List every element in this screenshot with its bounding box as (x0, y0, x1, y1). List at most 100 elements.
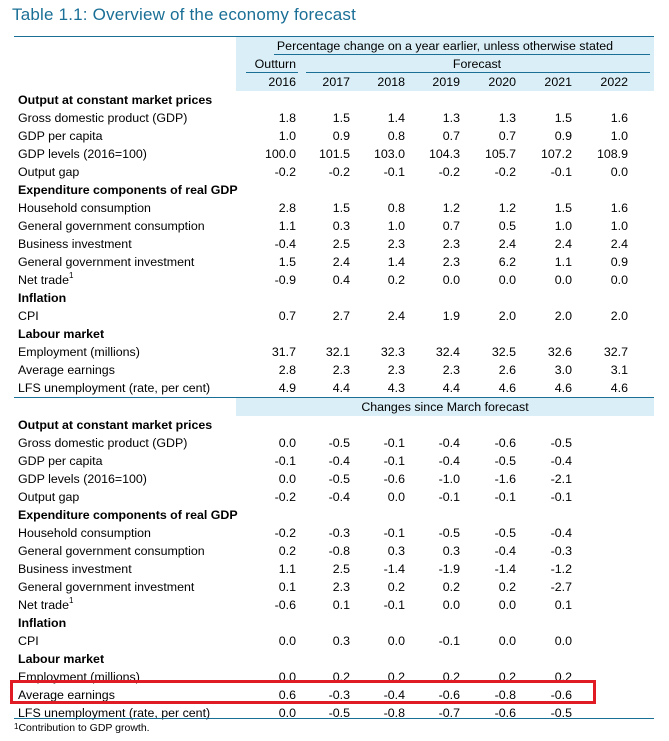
cell-2016: 100.0 (264, 147, 296, 161)
table-row: Net trade1 -0.9 0.4 0.2 0.0 0.0 0.0 0.0 (14, 271, 654, 289)
footnote-text: Contribution to GDP growth. (18, 722, 150, 734)
row-label-text: Labour market (18, 652, 105, 666)
footnote-marker: 1 (14, 722, 19, 731)
year-2017: 2017 (322, 75, 350, 89)
cell-2016: -0.4 (274, 237, 296, 251)
section2-title-row: Changes since March forecast (14, 397, 654, 416)
cell-2021: 4.6 (554, 381, 572, 395)
row-label-text: Gross domestic product (GDP) (18, 111, 188, 125)
outturn-underline (246, 72, 298, 73)
row-label-text: Household consumption (18, 526, 151, 540)
cell-2019: -0.5 (438, 526, 460, 540)
cell-2016: -0.9 (274, 273, 296, 287)
cell-2019: -0.6 (438, 688, 460, 702)
cell-2021: 32.6 (547, 345, 572, 359)
cell-2017: 2.3 (332, 580, 350, 594)
row-label-text: Output gap (18, 490, 80, 504)
row-label-text: GDP levels (2016=100) (18, 147, 147, 161)
row-label-text: Inflation (18, 291, 67, 305)
cell-2020: 1.3 (498, 111, 516, 125)
cell-2021: 0.0 (554, 273, 572, 287)
section-heading: Output at constant market prices (18, 91, 212, 109)
section-forecast: Output at constant market prices Gross do… (14, 91, 654, 397)
cell-2021: 1.0 (554, 219, 572, 233)
cell-2017: 0.3 (332, 219, 350, 233)
table-row: Business investment -0.4 2.5 2.3 2.3 2.4 2.4 2.… (14, 235, 654, 253)
cell-2018: 32.3 (380, 345, 405, 359)
cell-2019: -1.0 (438, 472, 460, 486)
cell-2016: 0.0 (278, 706, 296, 720)
cell-2020: -0.1 (494, 490, 516, 504)
cell-2020: -1.6 (494, 472, 516, 486)
table-row: Output gap -0.2 -0.2 -0.1 -0.2 -0.2 -0.1 0.0 (14, 163, 654, 181)
cell-2017: 101.5 (318, 147, 350, 161)
table-row: Business investment 1.1 2.5 -1.4 -1.9 -1.4 -1.… (14, 560, 654, 578)
cell-2017: 0.1 (332, 598, 350, 612)
cell-2020: 105.7 (484, 147, 516, 161)
row-label-text: Employment (millions) (18, 345, 140, 359)
row-label: Business investment (18, 235, 132, 253)
cell-2016: 0.6 (278, 688, 296, 702)
cell-2020: -1.4 (494, 562, 516, 576)
row-label: General government consumption (18, 217, 205, 235)
cell-2017: -0.5 (328, 436, 350, 450)
cell-2016: 31.7 (271, 345, 296, 359)
cell-2017: -0.3 (328, 688, 350, 702)
cell-2022: 108.9 (596, 147, 628, 161)
cell-2016: 1.0 (278, 129, 296, 143)
footnote: 1Contribution to GDP growth. (14, 718, 654, 734)
cell-2022: 1.0 (610, 219, 628, 233)
cell-2018: -1.4 (383, 562, 405, 576)
cell-2021: -0.1 (550, 165, 572, 179)
cell-2021: -0.5 (550, 436, 572, 450)
table-row: General government investment 1.5 2.4 1.4 2.… (14, 253, 654, 271)
cell-2018: 1.4 (387, 111, 405, 125)
cell-2017: 0.9 (332, 129, 350, 143)
cell-2021: -0.4 (550, 454, 572, 468)
row-label: Gross domestic product (GDP) (18, 434, 187, 452)
cell-2016: -0.2 (274, 490, 296, 504)
header-underline (274, 54, 650, 55)
row-label-text: Output at constant market prices (18, 418, 213, 432)
row-label: Net trade1 (18, 596, 73, 614)
cell-2019: 1.3 (442, 111, 460, 125)
section-heading-row: Output at constant market prices (14, 91, 654, 109)
cell-2020: -0.8 (494, 688, 516, 702)
cell-2018: -0.1 (383, 526, 405, 540)
cell-2016: 1.5 (278, 255, 296, 269)
year-2016: 2016 (268, 75, 296, 89)
cell-2021: 0.1 (554, 598, 572, 612)
row-label-text: Expenditure components of real GDP (18, 508, 238, 522)
cell-2017: -0.4 (328, 490, 350, 504)
cell-2018: 0.3 (387, 544, 405, 558)
row-label-text: Labour market (18, 327, 105, 341)
cell-2020: -0.6 (494, 436, 516, 450)
row-label: Output gap (18, 488, 79, 506)
cell-2016: 2.8 (278, 363, 296, 377)
cell-2016: 0.0 (278, 634, 296, 648)
cell-2019: -0.7 (438, 706, 460, 720)
cell-2017: 1.5 (332, 201, 350, 215)
table-row: Gross domestic product (GDP) 1.8 1.5 1.4 1.3… (14, 109, 654, 127)
section-heading: Output at constant market prices (18, 416, 212, 434)
cell-2017: 1.5 (332, 111, 350, 125)
cell-2019: 0.2 (442, 580, 460, 594)
cell-2022: 3.1 (610, 363, 628, 377)
cell-2018: 2.3 (387, 237, 405, 251)
cell-2018: -0.1 (383, 598, 405, 612)
cell-2019: 4.4 (442, 381, 460, 395)
forecast-table: Percentage change on a year earlier, unl… (14, 36, 654, 722)
cell-2017: 2.3 (332, 363, 350, 377)
cell-2020: -0.5 (494, 526, 516, 540)
header-shade (236, 37, 654, 55)
cell-2016: -0.1 (274, 454, 296, 468)
row-label: LFS unemployment (rate, per cent) (18, 704, 210, 722)
row-label-text: Expenditure components of real GDP (18, 183, 238, 197)
cell-2021: 1.5 (554, 201, 572, 215)
section-heading: Expenditure components of real GDP (18, 181, 238, 199)
cell-2021: 1.5 (554, 111, 572, 125)
cell-2019: 1.2 (442, 201, 460, 215)
cell-2016: -0.2 (274, 526, 296, 540)
row-label: Average earnings (18, 361, 115, 379)
row-label: Gross domestic product (GDP) (18, 109, 187, 127)
